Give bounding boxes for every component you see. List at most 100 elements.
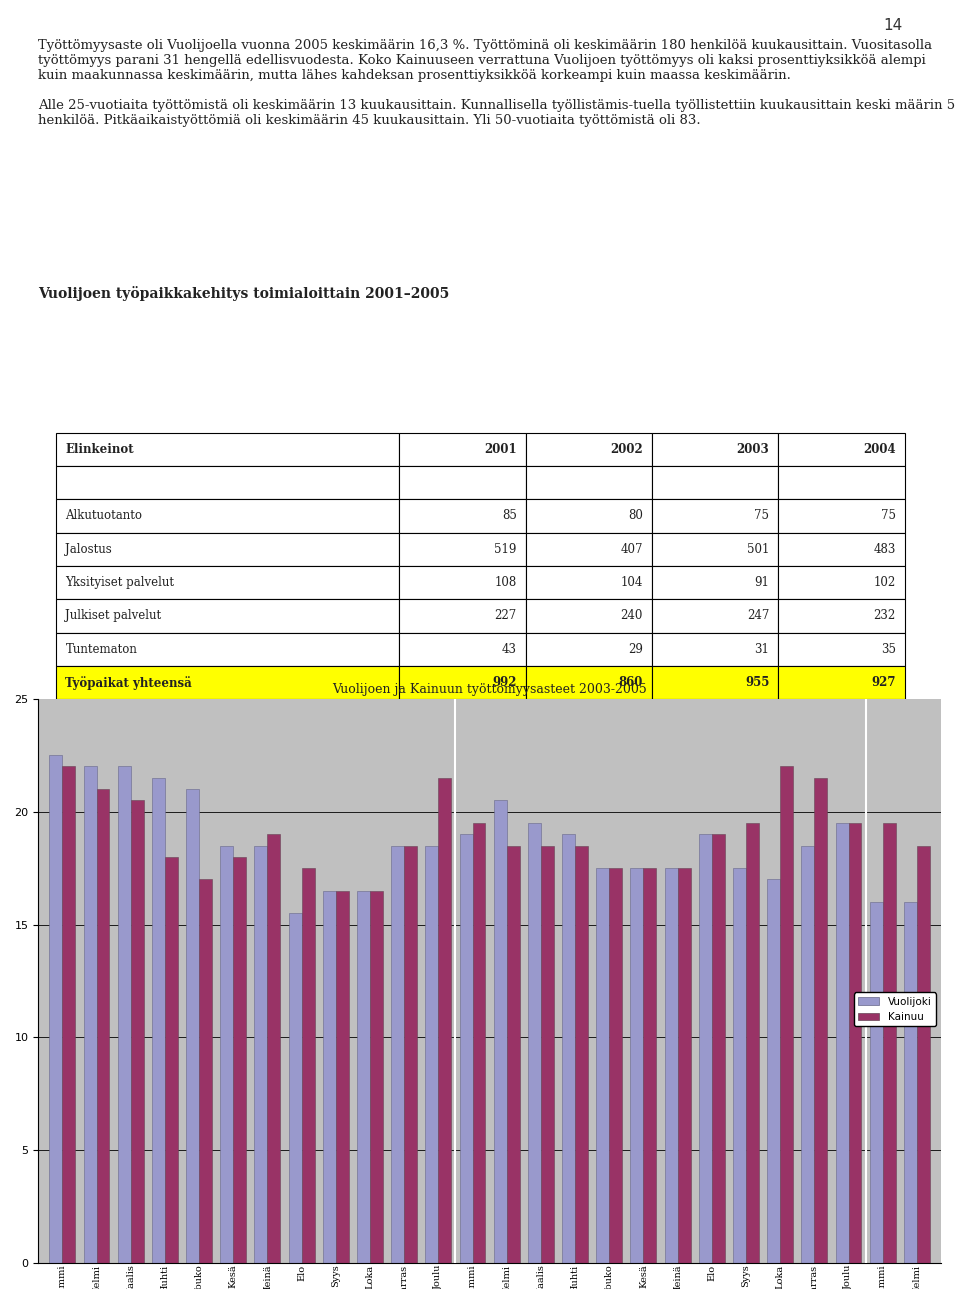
Text: 240: 240: [620, 610, 643, 623]
Text: 992: 992: [492, 677, 516, 690]
Bar: [528, 822, 540, 1263]
FancyBboxPatch shape: [526, 633, 652, 666]
Text: 927: 927: [871, 677, 896, 690]
Bar: [904, 902, 917, 1263]
Text: 108: 108: [494, 576, 516, 589]
FancyBboxPatch shape: [57, 532, 399, 566]
Bar: [97, 789, 109, 1263]
FancyBboxPatch shape: [57, 633, 399, 666]
Text: 247: 247: [747, 610, 769, 623]
Bar: [131, 800, 144, 1263]
Text: Vuolijoen työpaikkakehitys toimialoittain 2001–2005: Vuolijoen työpaikkakehitys toimialoittai…: [38, 286, 449, 300]
FancyBboxPatch shape: [399, 666, 526, 700]
Text: 80: 80: [628, 509, 643, 522]
FancyBboxPatch shape: [779, 433, 904, 465]
Text: 2002: 2002: [611, 442, 643, 456]
Bar: [746, 822, 759, 1263]
Text: Julkiset palvelut: Julkiset palvelut: [65, 610, 161, 623]
Bar: [336, 891, 348, 1263]
FancyBboxPatch shape: [779, 599, 904, 633]
FancyBboxPatch shape: [399, 633, 526, 666]
Bar: [733, 867, 746, 1263]
Bar: [870, 902, 882, 1263]
Bar: [425, 846, 439, 1263]
Bar: [254, 846, 268, 1263]
Bar: [699, 834, 711, 1263]
Text: 955: 955: [745, 677, 769, 690]
Bar: [472, 822, 486, 1263]
Text: Elinkeinot: Elinkeinot: [65, 442, 134, 456]
Bar: [631, 867, 643, 1263]
Bar: [152, 777, 165, 1263]
FancyBboxPatch shape: [57, 499, 399, 532]
FancyBboxPatch shape: [652, 499, 779, 532]
Bar: [882, 822, 896, 1263]
Bar: [643, 867, 657, 1263]
FancyBboxPatch shape: [57, 566, 399, 599]
Bar: [84, 767, 97, 1263]
Text: 102: 102: [874, 576, 896, 589]
Bar: [917, 846, 930, 1263]
Text: 407: 407: [620, 543, 643, 556]
Text: 232: 232: [874, 610, 896, 623]
Bar: [62, 767, 75, 1263]
FancyBboxPatch shape: [526, 666, 652, 700]
Text: 35: 35: [880, 643, 896, 656]
Text: Alkutuotanto: Alkutuotanto: [65, 509, 142, 522]
FancyBboxPatch shape: [526, 465, 652, 499]
FancyBboxPatch shape: [399, 433, 526, 465]
FancyBboxPatch shape: [652, 532, 779, 566]
Bar: [268, 834, 280, 1263]
FancyBboxPatch shape: [399, 566, 526, 599]
FancyBboxPatch shape: [399, 532, 526, 566]
Bar: [711, 834, 725, 1263]
Text: 29: 29: [628, 643, 643, 656]
Text: 2004: 2004: [863, 442, 896, 456]
FancyBboxPatch shape: [779, 499, 904, 532]
FancyBboxPatch shape: [526, 566, 652, 599]
Bar: [596, 867, 610, 1263]
Text: Tuntematon: Tuntematon: [65, 643, 137, 656]
Bar: [404, 846, 418, 1263]
Bar: [460, 834, 472, 1263]
Bar: [562, 834, 575, 1263]
FancyBboxPatch shape: [57, 465, 399, 499]
FancyBboxPatch shape: [779, 465, 904, 499]
FancyBboxPatch shape: [779, 633, 904, 666]
Text: 91: 91: [755, 576, 769, 589]
Bar: [301, 867, 315, 1263]
Bar: [289, 913, 301, 1263]
FancyBboxPatch shape: [526, 433, 652, 465]
Text: 2001: 2001: [484, 442, 516, 456]
Text: 31: 31: [755, 643, 769, 656]
Bar: [664, 867, 678, 1263]
Text: 2003: 2003: [736, 442, 769, 456]
Bar: [507, 846, 519, 1263]
FancyBboxPatch shape: [399, 499, 526, 532]
Bar: [439, 777, 451, 1263]
FancyBboxPatch shape: [399, 465, 526, 499]
Bar: [199, 879, 212, 1263]
Bar: [678, 867, 690, 1263]
FancyBboxPatch shape: [57, 666, 399, 700]
Bar: [186, 789, 199, 1263]
Bar: [802, 846, 814, 1263]
Text: 85: 85: [502, 509, 516, 522]
Bar: [540, 846, 554, 1263]
FancyBboxPatch shape: [57, 433, 399, 465]
Bar: [220, 846, 233, 1263]
Bar: [575, 846, 588, 1263]
FancyBboxPatch shape: [526, 499, 652, 532]
Legend: Vuolijoki, Kainuu: Vuolijoki, Kainuu: [854, 993, 936, 1026]
FancyBboxPatch shape: [779, 566, 904, 599]
Text: 104: 104: [620, 576, 643, 589]
FancyBboxPatch shape: [526, 599, 652, 633]
Title: Vuolijoen ja Kainuun työttömyysasteet 2003-2005: Vuolijoen ja Kainuun työttömyysasteet 20…: [332, 683, 647, 696]
Bar: [780, 767, 793, 1263]
FancyBboxPatch shape: [779, 532, 904, 566]
Text: 75: 75: [755, 509, 769, 522]
FancyBboxPatch shape: [652, 599, 779, 633]
Text: Työpaikat yhteensä: Työpaikat yhteensä: [65, 675, 192, 690]
FancyBboxPatch shape: [652, 666, 779, 700]
Bar: [391, 846, 404, 1263]
